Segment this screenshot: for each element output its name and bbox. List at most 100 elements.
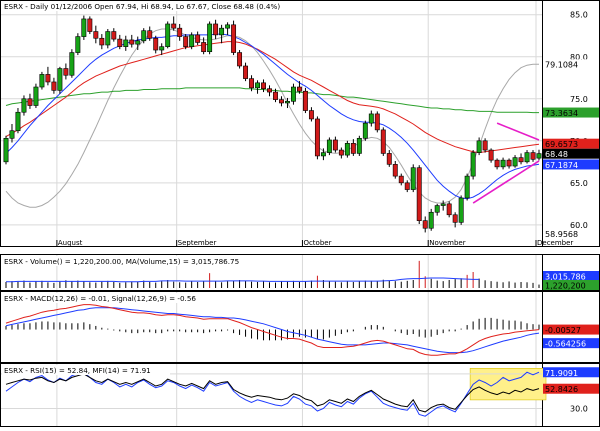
candle-body — [195, 34, 201, 43]
candle-body — [512, 157, 518, 167]
candle-body — [368, 113, 374, 124]
candle-body — [530, 152, 536, 160]
macd-signal-line — [5, 307, 540, 354]
candle-body — [314, 118, 320, 157]
candle-body — [27, 98, 33, 106]
macd-panel: ESRX - MACD(12,26) = -0.01, Signal(12,26… — [0, 291, 600, 363]
candle-body — [9, 130, 15, 139]
volume-header: ESRX - Volume() = 1,220,200.00, MA(Volum… — [4, 257, 239, 266]
candle-body — [15, 111, 21, 132]
right-axis-label: 73.3634 — [545, 109, 578, 118]
month-label: October — [303, 239, 331, 247]
candle-body — [404, 182, 410, 190]
candle-body — [171, 23, 177, 29]
candle-body — [141, 30, 147, 42]
rsi-line — [5, 373, 540, 413]
macd-line — [5, 304, 540, 356]
candle-body — [3, 137, 9, 163]
candle-body — [165, 23, 171, 47]
right-axis-badge — [543, 59, 599, 70]
header-bg — [2, 293, 232, 303]
candle-body — [482, 140, 488, 151]
right-axis-label: 3,015,786 — [545, 273, 586, 282]
candle-body — [51, 81, 57, 91]
volume-ma-line — [6, 277, 480, 283]
right-axis-label: 79.1084 — [545, 61, 578, 70]
candle-body — [362, 122, 368, 139]
trendline — [496, 122, 540, 141]
candle-body — [231, 24, 237, 53]
price-header: ESRX - Daily 01/12/2006 Open 67.94, Hi 6… — [4, 2, 280, 11]
candle-body — [524, 152, 530, 163]
candle-body — [45, 74, 51, 83]
candle-body — [147, 30, 153, 39]
candle-body — [536, 153, 542, 159]
right-axis-badge — [543, 324, 599, 335]
candle-body — [494, 159, 500, 168]
candle-body — [279, 99, 284, 104]
right-axis-badge — [543, 280, 599, 290]
candle-body — [500, 159, 506, 168]
candle-body — [428, 211, 434, 229]
ma-red-line — [5, 41, 540, 154]
candle-body — [488, 149, 494, 161]
candle-body — [291, 86, 296, 102]
candle-body — [213, 23, 219, 36]
right-axis-label: 58.9568 — [545, 230, 578, 239]
candle-body — [225, 24, 231, 29]
candle-body — [386, 153, 392, 165]
right-axis-label: 52.8426 — [545, 385, 578, 394]
header-bg — [2, 256, 270, 266]
candle-body — [183, 36, 189, 47]
right-axis-badge — [543, 383, 599, 394]
candle-body — [398, 175, 404, 184]
right-axis-badge — [543, 367, 599, 378]
candle-body — [392, 164, 398, 177]
right-axis-label: -0.00527 — [545, 326, 581, 335]
header-bg — [2, 1, 260, 11]
y-tick-label: 30.0 — [570, 404, 588, 413]
candle-body — [207, 23, 213, 53]
candle-body — [177, 27, 183, 37]
panel-frame — [0, 0, 600, 247]
candle-body — [237, 52, 243, 67]
candle-body — [57, 68, 63, 91]
candle-body — [470, 152, 476, 177]
candle-body — [302, 90, 308, 111]
candle-body — [189, 34, 195, 47]
right-axis-label: -0.564256 — [545, 340, 586, 349]
candle-body — [255, 82, 260, 89]
y-tick-label: 65.0 — [570, 179, 588, 188]
y-tick-label: 80.0 — [570, 53, 588, 62]
candle-body — [308, 110, 314, 120]
volume-panel: ESRX - Volume() = 1,220,200.00, MA(Volum… — [0, 254, 600, 291]
candle-body — [159, 46, 165, 51]
candle-body — [458, 197, 464, 223]
candle-body — [446, 203, 452, 216]
right-axis-label: 67.1874 — [545, 161, 578, 170]
candle-body — [410, 167, 416, 190]
candle-body — [63, 68, 69, 76]
candle-body — [273, 91, 278, 100]
candle-body — [99, 37, 105, 46]
candle-body — [350, 143, 356, 154]
candle-body — [326, 139, 332, 153]
rsi-header: ESRX - RSI(15) = 52.84, MFI(14) = 71.91 — [4, 366, 151, 375]
right-axis-badge — [543, 159, 599, 170]
candle-body — [243, 65, 249, 79]
candle-body — [87, 18, 93, 32]
candle-body — [320, 152, 326, 157]
right-axis-label: 71.9091 — [545, 369, 578, 378]
y-tick-label: 85.0 — [570, 11, 588, 20]
candle-body — [135, 40, 141, 45]
right-axis-label: 1,220,200 — [545, 282, 586, 291]
candle-body — [33, 86, 39, 106]
candle-body — [111, 31, 117, 40]
candle-body — [464, 175, 470, 199]
month-label: August — [58, 239, 83, 247]
candle-body — [153, 37, 159, 51]
candle-body — [434, 205, 440, 213]
y-tick-label: 60.0 — [570, 221, 588, 230]
right-axis-badge — [543, 138, 599, 149]
